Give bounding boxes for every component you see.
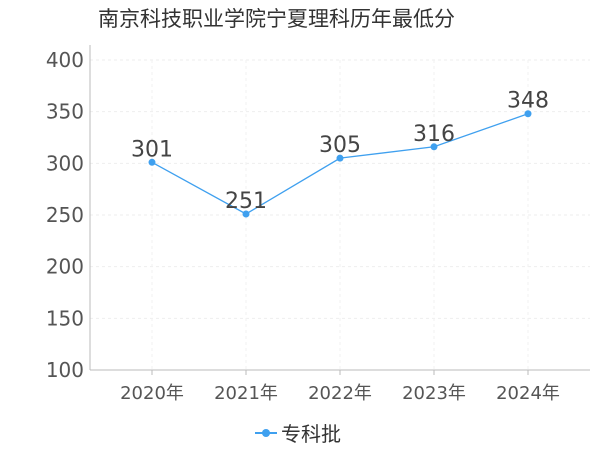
data-label: 348 xyxy=(507,89,549,114)
x-tick-label: 2022年 xyxy=(308,383,372,404)
data-labels: 301 251 305 316 348 xyxy=(131,89,549,214)
data-label: 301 xyxy=(131,137,173,162)
x-tick-label: 2020年 xyxy=(120,383,184,404)
data-point xyxy=(148,158,156,166)
x-tick-labels: 2020年 2021年 2022年 2023年 2024年 xyxy=(120,383,560,404)
legend[interactable]: 专科批 xyxy=(255,418,341,447)
data-points xyxy=(148,110,532,218)
data-point xyxy=(242,210,250,218)
legend-marker-icon xyxy=(255,426,277,440)
data-label: 316 xyxy=(413,122,455,147)
axes xyxy=(89,45,590,375)
x-tick-label: 2021年 xyxy=(214,383,278,404)
y-tick-label: 400 xyxy=(46,48,84,72)
data-label: 251 xyxy=(225,189,267,214)
chart-title: 南京科技职业学院宁夏理科历年最低分 xyxy=(98,7,455,31)
data-label: 305 xyxy=(319,133,361,158)
y-tick-label: 150 xyxy=(46,306,84,330)
y-tick-label: 250 xyxy=(46,203,84,227)
y-tick-label: 350 xyxy=(46,100,84,124)
data-point xyxy=(524,110,532,118)
x-tick-label: 2024年 xyxy=(496,383,560,404)
data-point xyxy=(336,154,344,162)
y-tick-labels: 100 150 200 250 300 350 400 xyxy=(46,48,84,382)
legend-label: 专科批 xyxy=(281,422,341,446)
y-tick-label: 200 xyxy=(46,255,84,279)
y-tick-label: 300 xyxy=(46,151,84,175)
data-point xyxy=(430,143,438,151)
x-tick-label: 2023年 xyxy=(402,383,466,404)
y-tick-label: 100 xyxy=(46,358,84,382)
